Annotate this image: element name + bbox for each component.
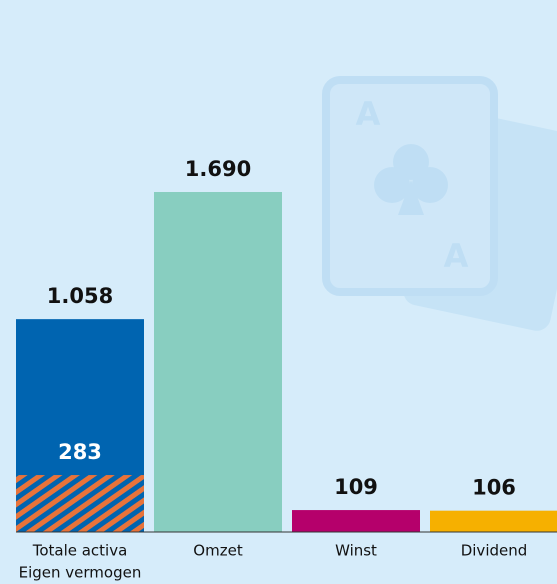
overlay-label: Eigen vermogen — [19, 564, 142, 582]
svg-text:A: A — [356, 95, 381, 133]
category-label: Totale activa — [32, 542, 128, 560]
bar — [292, 510, 420, 532]
category-label: Omzet — [193, 542, 243, 560]
svg-text:A: A — [444, 237, 469, 275]
value-label: 1.058 — [47, 284, 113, 308]
value-label: 106 — [472, 476, 516, 500]
bar — [154, 192, 282, 532]
overlay-value-label: 283 — [58, 440, 102, 464]
bar — [430, 510, 557, 532]
card-icon: A A — [322, 76, 557, 331]
category-label: Winst — [335, 542, 377, 560]
overlay-bar — [16, 475, 144, 532]
value-label: 1.690 — [185, 157, 251, 181]
value-label: 109 — [334, 475, 378, 499]
category-label: Dividend — [461, 542, 528, 560]
